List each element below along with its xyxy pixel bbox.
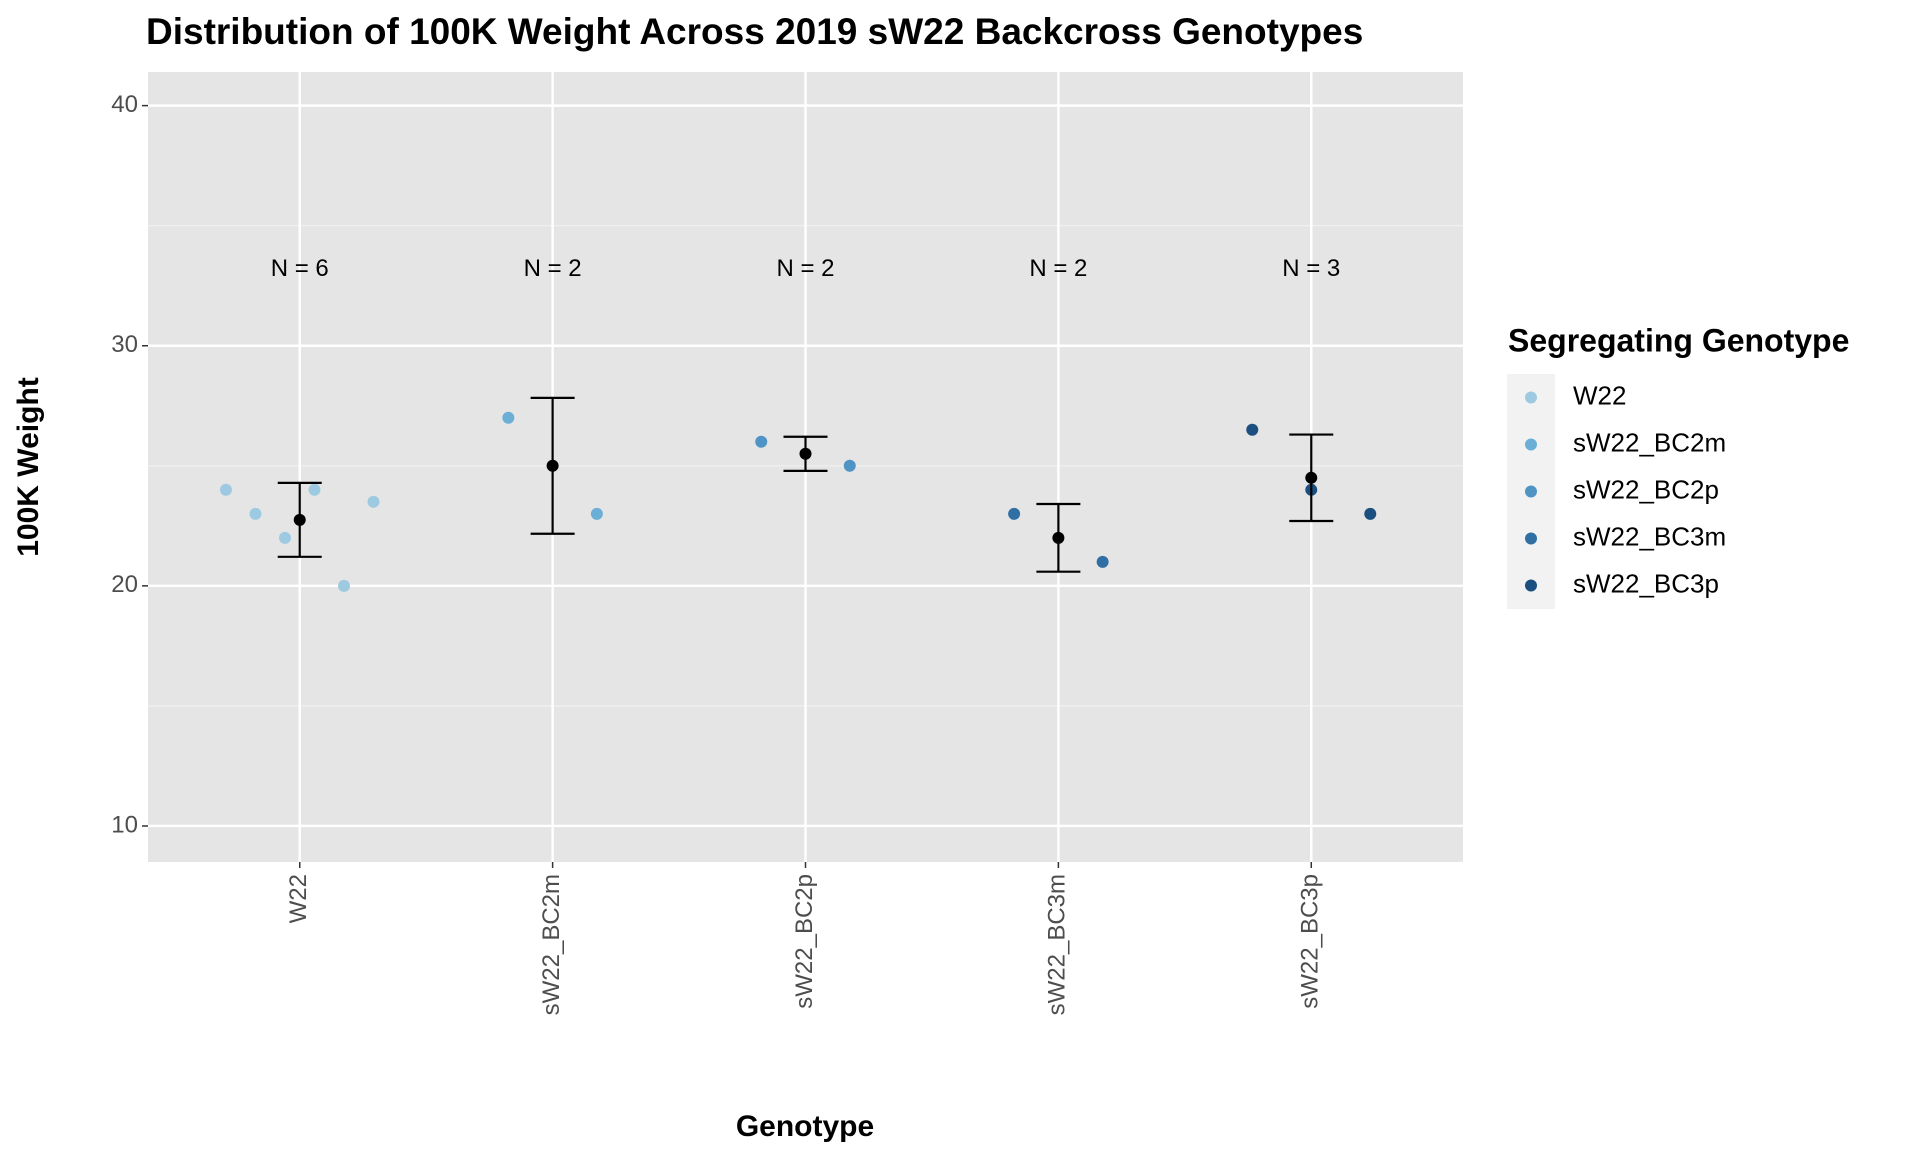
mean-point	[546, 459, 559, 472]
data-point	[367, 495, 380, 508]
y-tick-label: 20	[111, 571, 138, 598]
data-point	[219, 483, 232, 496]
y-tick-label: 40	[111, 91, 138, 118]
legend-label: sW22_BC2p	[1573, 474, 1719, 504]
data-point	[278, 531, 291, 544]
data-point	[337, 579, 350, 592]
mean-point	[799, 447, 812, 460]
mean-point	[1052, 531, 1065, 544]
chart-title: Distribution of 100K Weight Across 2019 …	[146, 11, 1363, 52]
data-point	[843, 459, 856, 472]
mean-point	[293, 513, 306, 526]
data-point	[1246, 423, 1259, 436]
n-label: N = 6	[271, 255, 329, 282]
y-tick-label: 30	[111, 331, 138, 358]
legend-swatch	[1525, 532, 1537, 545]
data-point	[502, 411, 515, 424]
legend-title: Segregating Genotype	[1508, 322, 1849, 358]
legend-label: sW22_BC2m	[1573, 427, 1726, 457]
n-label: N = 2	[776, 255, 834, 282]
n-label: N = 2	[1029, 255, 1087, 282]
data-point	[1364, 507, 1377, 520]
legend-label: W22	[1573, 380, 1626, 410]
legend-swatch	[1525, 391, 1537, 404]
n-label: N = 2	[524, 255, 582, 282]
n-label: N = 3	[1282, 255, 1340, 282]
data-point	[590, 507, 603, 520]
mean-point	[1305, 471, 1318, 484]
x-tick-label: sW22_BC3m	[1044, 874, 1071, 1015]
data-point	[308, 483, 321, 496]
data-point	[755, 435, 768, 448]
legend-label: sW22_BC3m	[1573, 521, 1726, 551]
y-tick-label: 10	[111, 811, 138, 838]
data-point	[1096, 555, 1109, 568]
x-tick-label: sW22_BC2m	[538, 874, 565, 1015]
legend-swatch	[1525, 579, 1537, 592]
y-axis-title: 100K Weight	[12, 377, 45, 557]
x-tick-label: sW22_BC2p	[791, 874, 818, 1009]
legend-label: sW22_BC3p	[1573, 568, 1719, 598]
x-tick-label: W22	[285, 874, 312, 923]
legend-swatch	[1525, 485, 1537, 498]
data-point	[249, 507, 262, 520]
legend-swatch	[1525, 438, 1537, 451]
x-axis-title: Genotype	[736, 1110, 874, 1143]
data-point	[1008, 507, 1021, 520]
x-tick-label: sW22_BC3p	[1297, 874, 1324, 1009]
